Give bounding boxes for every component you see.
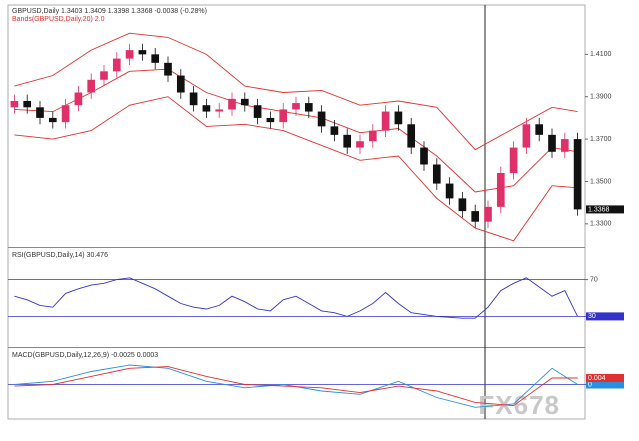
candle-body [420, 147, 428, 165]
panel-title: MACD(GBPUSD,Daily,12,26,9) -0.0025 0.000… [12, 352, 158, 359]
watermark: FX678 [478, 390, 560, 420]
candle-body [87, 79, 96, 93]
y-tick-label: 1.3500 [590, 178, 612, 185]
candle-body [36, 107, 44, 118]
candle-body [330, 126, 339, 135]
candle-body [407, 124, 416, 148]
candle-body [509, 147, 518, 173]
frame [7, 4, 586, 420]
candle-body [560, 139, 569, 152]
panel-subtitle: Bands(GBPUSD,Daily,20) 2.0 [12, 16, 105, 23]
candle-body [164, 62, 172, 76]
value-tag-label: 0 [588, 381, 592, 388]
candle-body [548, 134, 556, 152]
y-tick-label: 1.4100 [590, 51, 612, 58]
candle-body [292, 103, 300, 110]
candle-body [445, 183, 454, 199]
candle-body [279, 109, 288, 123]
candle-body [112, 58, 121, 72]
candle-body [484, 206, 492, 222]
value-tag [586, 380, 624, 389]
series-line [14, 366, 578, 407]
price-tag [586, 205, 624, 214]
series-line [14, 364, 578, 408]
candle-body [10, 100, 19, 108]
candle-body [189, 92, 198, 106]
y-tick-label: 70 [590, 276, 598, 283]
candle-body [432, 164, 441, 184]
candle-body [23, 100, 32, 108]
panel-title: RSI(GBPUSD,Daily,14) 30.476 [12, 252, 108, 259]
candle-body [151, 54, 160, 63]
candle-body [496, 172, 505, 207]
candle-body [304, 103, 313, 112]
value-tag [586, 312, 624, 321]
candle-body [240, 98, 249, 106]
candle-body [522, 124, 531, 148]
y-tick-label: 1.3700 [590, 136, 612, 143]
candle-body [74, 92, 83, 106]
candle-body [381, 111, 390, 131]
candle-body [48, 117, 57, 123]
value-tag-label: 30 [588, 313, 596, 320]
value-tag [586, 374, 624, 382]
candle-body [471, 211, 480, 222]
candle-body [125, 50, 134, 59]
candle-body [266, 117, 275, 123]
series-line [14, 96, 578, 242]
candle-body [343, 134, 352, 148]
candle-body [202, 105, 211, 112]
candle-body [61, 105, 70, 123]
candle-body [356, 141, 364, 148]
candle-body [458, 198, 467, 212]
y-tick-label: 1.3300 [590, 221, 612, 228]
series-line [14, 68, 578, 193]
candle-body [573, 139, 582, 210]
candle-body [368, 130, 377, 142]
panel-title: GBPUSD,Daily 1.3403 1.3409 1.3398 1.3368… [12, 8, 207, 15]
candle-body [215, 109, 224, 112]
price-tag-label: 1.3368 [588, 206, 610, 213]
value-tag-label: 0.004 [588, 375, 606, 382]
series-line [14, 277, 579, 319]
candle-body [317, 111, 326, 127]
candle-body [394, 111, 403, 125]
candle-body [176, 75, 185, 93]
y-tick-label: 1.3900 [590, 94, 612, 101]
series-line [14, 32, 578, 151]
candle-body [253, 105, 262, 118]
candle-body [535, 124, 544, 135]
candle-body [138, 50, 147, 55]
candle-body [100, 71, 108, 80]
candle-body [228, 98, 236, 110]
